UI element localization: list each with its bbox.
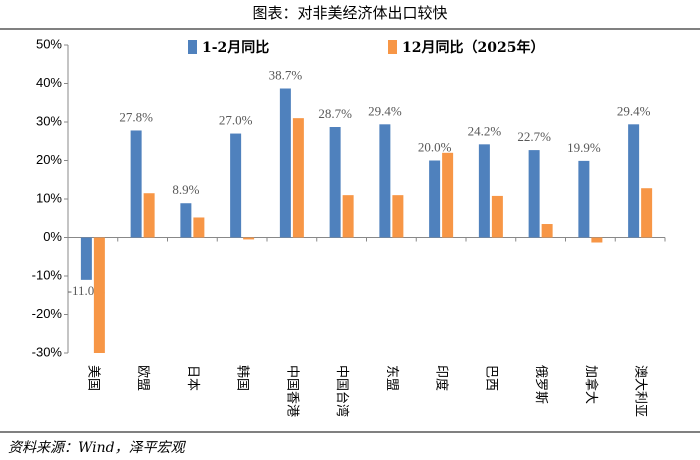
bar xyxy=(442,152,454,238)
value-label: 29.4% xyxy=(368,103,402,118)
value-label: 8.9% xyxy=(172,182,199,197)
bar xyxy=(143,193,155,238)
value-label: 38.7% xyxy=(269,67,303,82)
x-tick-label: 巴西 xyxy=(483,365,498,391)
x-tick-label: 美国 xyxy=(85,365,100,391)
bar xyxy=(130,130,142,238)
y-tick-label: 30% xyxy=(36,113,62,128)
bar xyxy=(93,237,105,353)
bar xyxy=(342,195,354,238)
bar xyxy=(641,188,653,238)
bar xyxy=(329,127,341,238)
plot: -30%-20%-10%0%10%20%30%40%50%美国-11.0%欧盟2… xyxy=(32,36,666,417)
bar xyxy=(528,150,540,238)
value-label: 22.7% xyxy=(517,129,551,144)
x-tick-label: 日本 xyxy=(185,365,200,391)
value-label: 20.0% xyxy=(418,139,452,154)
page-title: 图表：对非美经济体出口较快 xyxy=(252,4,447,22)
x-tick-label: 中国香港 xyxy=(284,365,299,417)
y-tick-label: 10% xyxy=(36,190,62,205)
x-tick-label: 澳大利亚 xyxy=(633,365,649,417)
value-label: 24.2% xyxy=(468,123,502,138)
y-tick-label: -20% xyxy=(32,306,63,321)
y-tick-label: 20% xyxy=(36,152,62,167)
legend-swatch xyxy=(388,40,397,54)
y-tick-label: -30% xyxy=(32,344,63,359)
legend-swatch xyxy=(188,40,197,54)
x-tick-label: 中国台湾 xyxy=(334,365,350,417)
x-tick-label: 俄罗斯 xyxy=(533,365,548,404)
legend-label: 1-2月同比 xyxy=(202,39,269,56)
value-label: 27.8% xyxy=(119,109,153,124)
x-tick-label: 欧盟 xyxy=(135,365,150,391)
x-tick-label: 加拿大 xyxy=(583,365,599,404)
bar xyxy=(628,124,640,238)
bar xyxy=(478,144,490,238)
bar xyxy=(429,160,441,238)
x-tick-label: 印度 xyxy=(434,365,450,391)
bar xyxy=(392,195,404,238)
bar xyxy=(379,124,391,238)
bar xyxy=(292,118,304,238)
x-tick-label: 韩国 xyxy=(235,365,250,391)
bar xyxy=(193,217,205,238)
value-label: 29.4% xyxy=(617,103,651,118)
bar xyxy=(491,195,503,238)
bar xyxy=(541,224,553,238)
x-tick-label: 东盟 xyxy=(384,365,399,391)
bar xyxy=(80,237,92,280)
value-label: 19.9% xyxy=(567,140,601,155)
bar xyxy=(243,237,255,240)
bar xyxy=(279,88,291,238)
y-tick-label: 40% xyxy=(36,75,62,90)
bar xyxy=(180,203,192,238)
bar xyxy=(230,133,242,238)
value-label: 28.7% xyxy=(318,106,352,121)
source: 资料来源：Wind，泽平宏观 xyxy=(8,440,187,456)
y-tick-label: 0% xyxy=(43,229,62,244)
y-tick-label: -10% xyxy=(32,267,63,282)
bar xyxy=(591,237,603,243)
bar xyxy=(578,160,590,238)
y-tick-label: 50% xyxy=(36,36,62,51)
value-label: 27.0% xyxy=(219,113,253,128)
legend-label: 12月同比（2025年） xyxy=(402,39,544,56)
